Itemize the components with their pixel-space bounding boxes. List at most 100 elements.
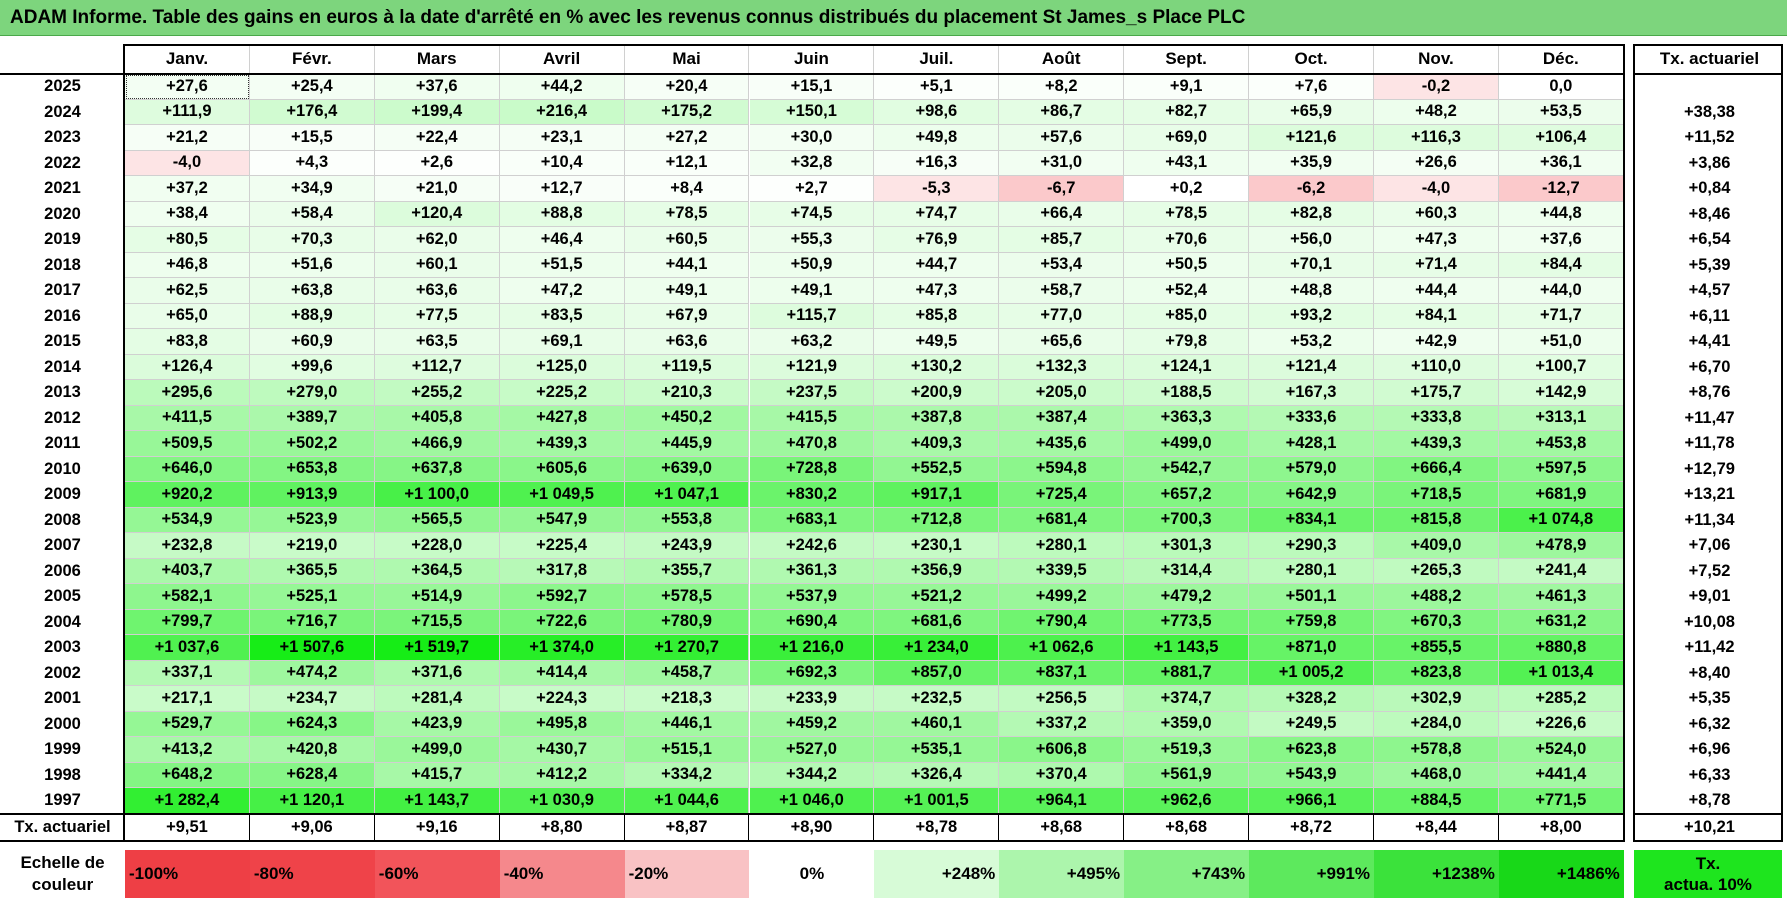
month-header: Mai: [625, 44, 750, 74]
table-cell: +62,5: [125, 278, 250, 304]
table-cell: +690,4: [749, 609, 875, 635]
table-cell: +285,2: [1498, 686, 1624, 712]
table-cell: +119,5: [624, 354, 750, 380]
table-cell: +52,4: [1124, 278, 1250, 304]
table-cell: +502,2: [249, 431, 375, 457]
table-cell: +470,8: [749, 431, 875, 457]
table-cell: +823,8: [1374, 660, 1499, 686]
month-header: Août: [999, 44, 1125, 74]
table-cell: +65,0: [125, 303, 250, 329]
table-cell: +439,3: [499, 431, 625, 457]
table-cell: -12,7: [1498, 176, 1624, 202]
year-label: 2025: [44, 77, 81, 96]
footer-bottom: [0, 839, 1624, 842]
table-cell: +43,1: [1124, 150, 1250, 176]
table-cell: +594,8: [999, 456, 1125, 482]
table-cell: +468,0: [1374, 762, 1499, 788]
tx-actuariel-value: +6,33: [1688, 765, 1731, 784]
year-label: 2021: [44, 179, 81, 198]
table-cell: +228,0: [374, 533, 500, 559]
table-cell: +199,4: [374, 99, 500, 125]
table-cell: +44,7: [874, 252, 1000, 278]
table-cell: +130,2: [874, 354, 1000, 380]
table-cell: +1 046,0: [749, 788, 875, 814]
header-divider: [0, 73, 1624, 75]
table-cell: +232,5: [874, 686, 1000, 712]
footer-value: +9,06: [250, 813, 375, 842]
footer-value: +8,44: [1374, 813, 1499, 842]
table-cell: +681,4: [999, 507, 1125, 533]
table-cell: +356,9: [874, 558, 1000, 584]
table-cell: +403,7: [125, 558, 250, 584]
table-cell: +242,6: [749, 533, 875, 559]
table-cell: +326,4: [874, 762, 1000, 788]
table-cell: +314,4: [1124, 558, 1250, 584]
table-cell: +125,0: [499, 354, 625, 380]
table-cell: +22,4: [374, 125, 500, 151]
year-label: 1998: [44, 765, 81, 784]
month-header: Mars: [375, 44, 500, 74]
color-scale-swatch: +248%: [874, 850, 1000, 898]
table-cell: +32,8: [749, 150, 875, 176]
table-cell: +1 001,5: [874, 788, 1000, 814]
table-cell: +85,0: [1124, 303, 1250, 329]
table-cell: +279,0: [249, 380, 375, 406]
table-cell: +1 519,7: [374, 635, 500, 661]
tx-actuariel-value: +13,21: [1684, 485, 1735, 504]
year-label: 1997: [44, 791, 81, 810]
table-cell: +241,4: [1498, 558, 1624, 584]
table-cell: +67,9: [624, 303, 750, 329]
table-cell: +387,4: [999, 405, 1125, 431]
table-cell: +1 143,7: [374, 788, 500, 814]
table-cell: +461,3: [1498, 584, 1624, 610]
table-cell: +51,5: [499, 252, 625, 278]
table-cell: +917,1: [874, 482, 1000, 508]
table-cell: +415,7: [374, 762, 500, 788]
year-label: 1999: [44, 740, 81, 759]
year-label: 2020: [44, 204, 81, 223]
table-cell: +683,1: [749, 507, 875, 533]
table-cell: +605,6: [499, 456, 625, 482]
table-cell: +70,6: [1124, 227, 1250, 253]
table-cell: +100,7: [1498, 354, 1624, 380]
year-label: 2011: [44, 434, 81, 453]
table-cell: +409,0: [1374, 533, 1499, 559]
title-bar: ADAM Informe. Table des gains en euros à…: [0, 0, 1787, 36]
table-cell: +837,1: [999, 660, 1125, 686]
table-cell: +409,3: [874, 431, 1000, 457]
table-cell: +1 013,4: [1498, 660, 1624, 686]
year-label: 2004: [44, 612, 81, 631]
table-cell: +218,3: [624, 686, 750, 712]
color-scale-swatch: +1238%: [1374, 850, 1499, 898]
table-cell: +413,2: [125, 737, 250, 763]
table-cell: +1 374,0: [499, 635, 625, 661]
tx-actuariel-header: Tx. actuariel: [1659, 49, 1760, 68]
month-header: Oct.: [1249, 44, 1374, 74]
footer-value: +8,87: [625, 813, 750, 842]
table-cell: +12,1: [624, 150, 750, 176]
table-cell: +501,1: [1249, 584, 1374, 610]
table-cell: +121,6: [1249, 125, 1374, 151]
table-cell: +420,8: [249, 737, 375, 763]
table-cell: +547,9: [499, 507, 625, 533]
table-cell: +725,4: [999, 482, 1125, 508]
table-cell: +412,2: [499, 762, 625, 788]
table-cell: +74,5: [749, 201, 875, 227]
tx-actuariel-value: +11,47: [1684, 408, 1735, 427]
table-cell: +48,2: [1374, 99, 1499, 125]
table-cell: +56,0: [1249, 227, 1374, 253]
tx-actuariel-value: +3,86: [1688, 153, 1731, 172]
table-cell: +648,2: [125, 762, 250, 788]
footer-value: +8,78: [874, 813, 1000, 842]
table-cell: +51,6: [249, 252, 375, 278]
month-header: Févr.: [250, 44, 375, 74]
color-scale-swatch: +743%: [1124, 850, 1250, 898]
table-cell: +265,3: [1374, 558, 1499, 584]
table-cell: +188,5: [1124, 380, 1250, 406]
table-cell: +780,9: [624, 609, 750, 635]
year-label: 2014: [44, 357, 81, 376]
table-cell: +12,7: [499, 176, 625, 202]
table-cell: +712,8: [874, 507, 1000, 533]
year-label: 2005: [44, 587, 81, 606]
table-cell: +44,2: [499, 74, 625, 100]
